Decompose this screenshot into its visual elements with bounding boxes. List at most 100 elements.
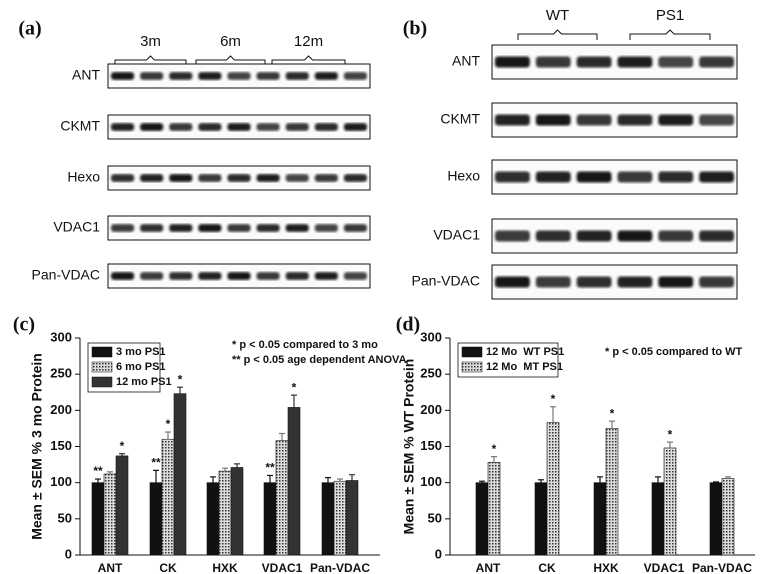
group-label: WT xyxy=(546,7,569,24)
row-label: Pan-VDAC xyxy=(412,273,480,289)
bar xyxy=(721,478,735,556)
blot-band xyxy=(140,174,164,182)
x-tick-label: ANT xyxy=(98,561,123,574)
error-bar xyxy=(222,467,228,472)
blot-band xyxy=(256,272,280,280)
error-bar xyxy=(550,406,556,423)
significance-mark: ** xyxy=(93,464,103,478)
bar xyxy=(103,473,117,556)
x-tick-label: VDAC1 xyxy=(262,561,303,574)
blot-band xyxy=(111,224,135,232)
blot-band xyxy=(198,72,222,80)
legend-swatch xyxy=(91,376,113,388)
blot-band xyxy=(314,224,338,232)
x-tick-label: HXK xyxy=(593,561,619,574)
row-label: VDAC1 xyxy=(433,227,480,243)
significance-mark: * xyxy=(120,439,125,453)
y-tick-label: 50 xyxy=(58,510,72,525)
blot-band xyxy=(343,224,367,232)
error-bar xyxy=(655,476,661,483)
panel-label: (d) xyxy=(396,314,420,336)
error-bar xyxy=(491,456,497,463)
bar xyxy=(206,482,220,556)
legend-swatch xyxy=(461,346,483,358)
row-label: ANT xyxy=(452,53,480,69)
error-bar xyxy=(538,479,544,483)
y-axis-label: Mean ± SEM % WT Protein xyxy=(401,359,417,535)
legend-swatch xyxy=(91,361,113,373)
panel-label: (a) xyxy=(18,18,41,40)
blot-band xyxy=(169,174,193,182)
group-label: 12m xyxy=(294,33,323,50)
blot-band xyxy=(495,230,530,242)
error-bar xyxy=(95,478,101,483)
group-bracket xyxy=(195,55,266,66)
y-tick-label: 300 xyxy=(50,329,72,344)
blot-band xyxy=(227,224,251,232)
y-tick-label: 50 xyxy=(428,510,442,525)
bar xyxy=(218,470,232,556)
y-tick-label: 200 xyxy=(420,402,442,417)
y-axis-label: Mean ± SEM % 3 mo Protein xyxy=(29,353,45,540)
blot-band xyxy=(699,276,734,288)
annotation: * p < 0.05 compared to 3 mo xyxy=(232,339,378,351)
x-tick-label: HXK xyxy=(212,561,238,574)
blot-band xyxy=(535,56,571,68)
x-tick-label: Pan-VDAC xyxy=(310,561,370,574)
significance-mark: * xyxy=(292,380,297,394)
blot-band xyxy=(343,174,367,182)
row-label: VDAC1 xyxy=(53,219,100,235)
blot-frame xyxy=(491,218,738,254)
blot-band xyxy=(140,123,164,131)
blot-band xyxy=(495,114,530,126)
significance-mark: ** xyxy=(265,461,275,475)
bar xyxy=(345,480,359,556)
blot-band xyxy=(658,230,694,242)
significance-mark: ** xyxy=(151,456,161,470)
blot-band xyxy=(699,114,734,126)
significance-mark: * xyxy=(166,417,171,431)
bar xyxy=(593,482,607,556)
row-label: Hexo xyxy=(67,169,100,185)
blot-frame xyxy=(491,159,738,195)
group-bracket xyxy=(629,29,711,40)
blot-band xyxy=(140,72,164,80)
blot-band xyxy=(198,174,222,182)
bar xyxy=(91,482,105,556)
error-bar xyxy=(234,463,240,468)
blot-band xyxy=(576,171,612,183)
blot-band xyxy=(535,171,571,183)
error-bar xyxy=(177,386,183,394)
blot-frame xyxy=(491,102,738,138)
blot-band xyxy=(256,72,280,80)
blot-band xyxy=(256,123,280,131)
legend-swatch xyxy=(91,346,113,358)
y-tick-label: 100 xyxy=(50,474,72,489)
annotation: * p < 0.05 compared to WT xyxy=(605,346,743,358)
panel-label: (c) xyxy=(13,314,35,336)
legend-label: 12 mo PS1 xyxy=(116,376,172,388)
blot-band xyxy=(111,72,135,80)
group-label: PS1 xyxy=(656,7,684,24)
legend-swatch xyxy=(461,361,483,373)
blot-band xyxy=(658,56,694,68)
blot-band xyxy=(198,272,222,280)
bar xyxy=(475,482,489,556)
x-tick-label: CK xyxy=(538,561,556,574)
blot-band xyxy=(169,123,193,131)
bar xyxy=(287,407,301,556)
y-tick-label: 0 xyxy=(435,546,442,561)
error-bar xyxy=(153,469,159,483)
blot-band xyxy=(111,272,135,280)
blot-band xyxy=(535,230,571,242)
blot-band xyxy=(285,224,309,232)
blot-band xyxy=(314,72,338,80)
blot-band xyxy=(285,72,309,80)
blot-band xyxy=(169,224,193,232)
error-bar xyxy=(291,394,297,408)
y-tick-label: 0 xyxy=(65,546,72,561)
blot-band xyxy=(227,174,251,182)
blot-band xyxy=(314,123,338,131)
row-label: ANT xyxy=(72,67,100,83)
